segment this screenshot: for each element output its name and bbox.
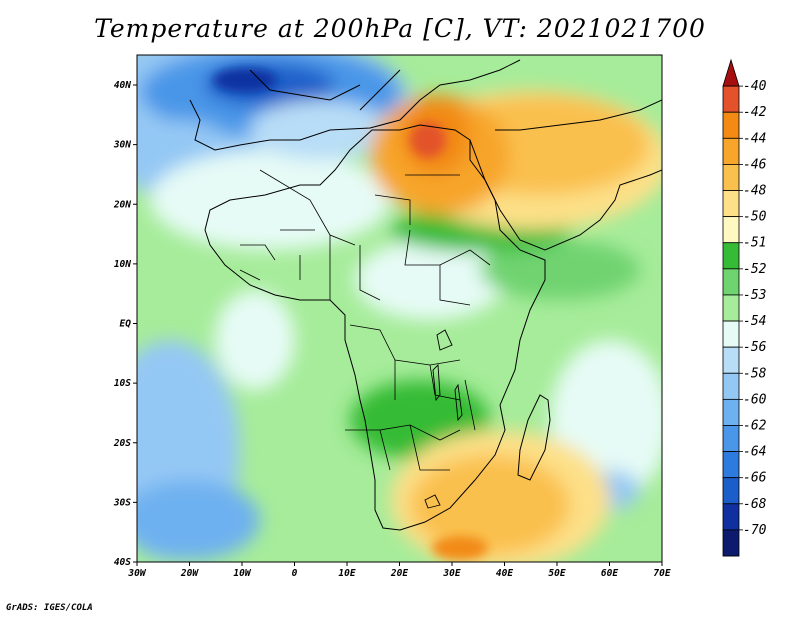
pale-region-gulf bbox=[215, 290, 295, 390]
africa-coastline bbox=[204, 124, 546, 531]
cold-peak-north bbox=[213, 68, 277, 92]
lon-tick-label: 0 bbox=[292, 568, 298, 579]
colorbar-label: -56 bbox=[743, 340, 767, 355]
lat-tick-label: 40S bbox=[114, 557, 131, 568]
lon-tick-label: 30W bbox=[127, 568, 146, 579]
colorbar-swatch bbox=[722, 529, 740, 557]
warm-peak-egypt bbox=[410, 122, 446, 158]
lon-tick-label: 10W bbox=[233, 568, 251, 579]
colorbar-swatch bbox=[722, 85, 740, 113]
colorbar-label: -58 bbox=[743, 366, 767, 381]
lat-tick-label: 40N bbox=[114, 80, 131, 91]
lon-tick-label: 20W bbox=[180, 568, 199, 579]
colorbar-swatch bbox=[722, 372, 740, 400]
pale-region-sahara bbox=[150, 150, 390, 250]
temperature-peaks bbox=[213, 68, 488, 560]
colorbar-label: -60 bbox=[743, 392, 767, 407]
east-africa-lakes bbox=[424, 329, 463, 509]
colorbar-swatch bbox=[722, 294, 740, 322]
temperature-field bbox=[137, 55, 662, 562]
arabia-coastline bbox=[469, 99, 662, 251]
cold-region-south-atlantic-core bbox=[137, 480, 260, 560]
colorbar-label: -54 bbox=[743, 314, 766, 329]
colorbar-swatch bbox=[722, 164, 740, 191]
colorbar-swatch bbox=[722, 190, 740, 218]
colorbar-label: -50 bbox=[743, 210, 767, 225]
colorbar-label: -64 bbox=[743, 445, 766, 460]
colorbar: -40 -42 -44 -46 -48 -50 -51 -52 -53 -54 -56 -58 -60 -… bbox=[722, 58, 767, 557]
colorbar-top-arrow bbox=[722, 58, 740, 87]
lon-tick-label: 30E bbox=[442, 568, 460, 579]
latitude-axis: 40N 30N 20N 10N EQ 10S 20S 30S 40S bbox=[113, 80, 137, 568]
coastlines bbox=[189, 59, 662, 531]
colorbar-label: -48 bbox=[743, 184, 767, 199]
lat-tick-label: 10N bbox=[114, 259, 131, 270]
lat-tick-label: 30N bbox=[113, 140, 131, 151]
colorbar-label: -42 bbox=[743, 105, 767, 120]
pale-region-central bbox=[355, 240, 505, 320]
colorbar-swatch bbox=[722, 503, 740, 531]
lon-tick-label: 60E bbox=[601, 568, 618, 579]
grads-credit: GrADS: IGES/COLA bbox=[6, 603, 93, 613]
lon-tick-label: 40E bbox=[496, 568, 513, 579]
lat-tick-label: EQ bbox=[120, 319, 132, 330]
longitude-axis: 30W 20W 10W 0 10E 20E 30E 40E 50E 60E 70E bbox=[127, 562, 671, 579]
colorbar-swatch bbox=[722, 425, 740, 452]
colorbar-label: -53 bbox=[743, 288, 766, 303]
madagascar-coastline bbox=[517, 394, 551, 481]
warm-peak-south bbox=[432, 536, 488, 560]
colorbar-label: -70 bbox=[743, 523, 767, 538]
lat-tick-label: 10S bbox=[114, 378, 131, 389]
colorbar-swatch bbox=[722, 477, 740, 505]
lat-tick-label: 30S bbox=[113, 497, 131, 508]
lat-tick-label: 20S bbox=[113, 438, 131, 449]
colorbar-swatch bbox=[722, 268, 740, 296]
colorbar-swatch bbox=[722, 216, 740, 244]
map-title: Temperature at 200hPa [C], VT: 202102170… bbox=[94, 14, 706, 43]
europe-coastline bbox=[189, 59, 521, 151]
colorbar-swatch bbox=[722, 451, 740, 479]
colorbar-label: -52 bbox=[743, 262, 767, 277]
colorbar-label: -44 bbox=[743, 131, 766, 146]
colorbar-label: -68 bbox=[743, 497, 767, 512]
colorbar-swatch bbox=[722, 398, 740, 426]
colorbar-label: -46 bbox=[743, 157, 767, 172]
lon-tick-label: 70E bbox=[653, 568, 670, 579]
lon-tick-label: 20E bbox=[390, 568, 408, 579]
lon-tick-label: 50E bbox=[548, 568, 565, 579]
green-band-east bbox=[480, 240, 640, 300]
colorbar-swatch bbox=[722, 346, 740, 374]
country-borders bbox=[239, 169, 491, 471]
colorbar-label: -40 bbox=[743, 79, 767, 94]
colorbar-swatch bbox=[722, 320, 740, 348]
colorbar-label: -66 bbox=[743, 471, 767, 486]
lat-tick-label: 20N bbox=[113, 199, 131, 210]
pale-blue-mediterranean bbox=[250, 100, 390, 160]
colorbar-label: -51 bbox=[743, 236, 766, 251]
colorbar-label: -62 bbox=[743, 418, 767, 433]
lon-tick-label: 10E bbox=[338, 568, 355, 579]
colorbar-swatch bbox=[722, 242, 740, 270]
colorbar-swatch bbox=[722, 137, 740, 165]
colorbar-swatch bbox=[722, 111, 740, 139]
